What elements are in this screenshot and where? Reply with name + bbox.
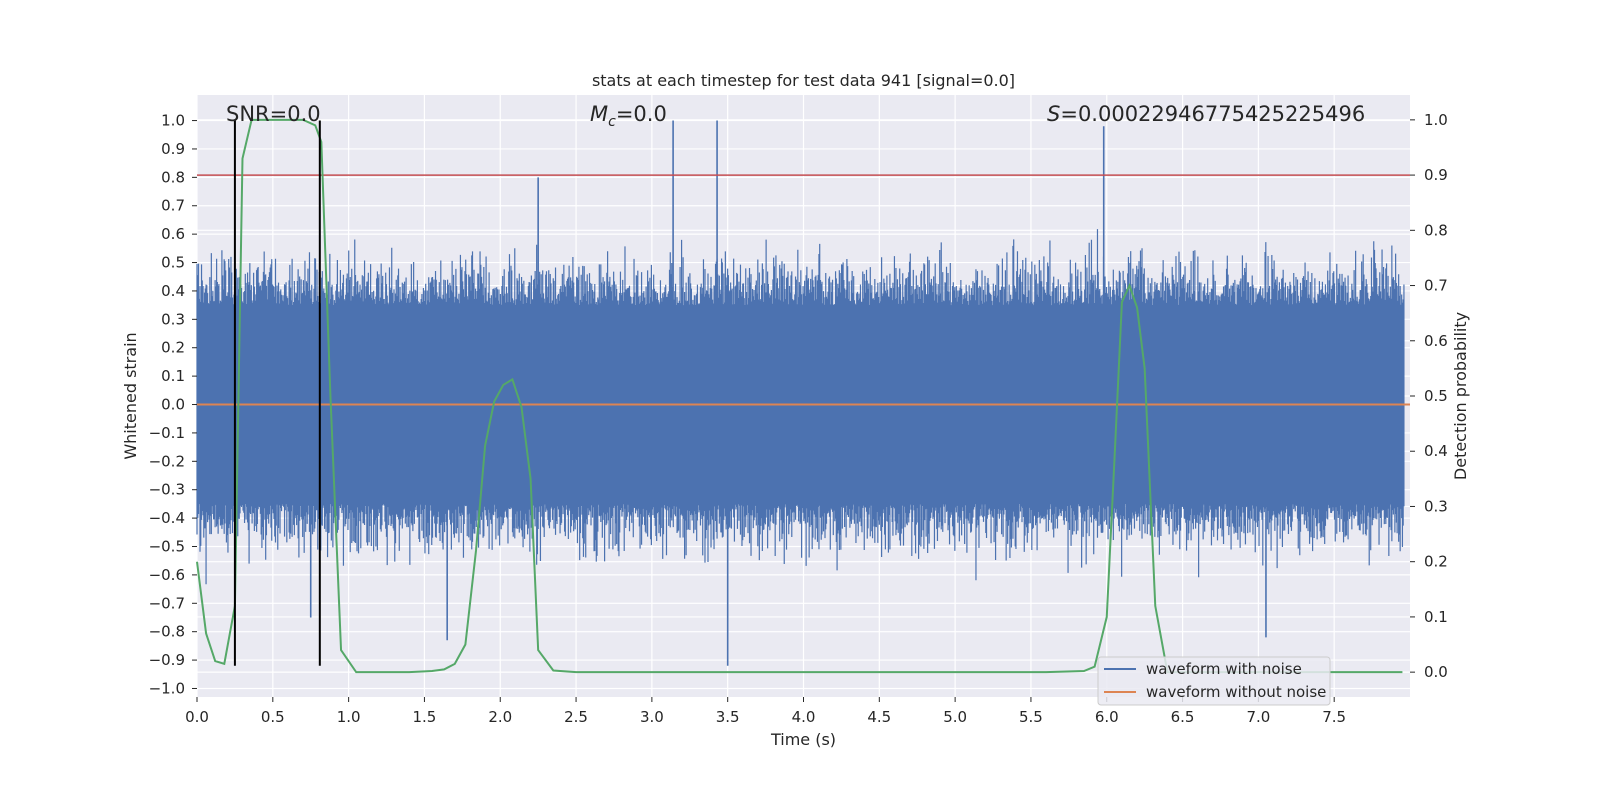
y-tick-label: 0.7 (161, 197, 185, 215)
y-right-tick-label: 0.7 (1424, 277, 1448, 295)
y-tick-label: −0.4 (149, 509, 185, 527)
x-tick-label: 0.0 (185, 708, 209, 726)
y-right-tick-label: 0.6 (1424, 332, 1448, 350)
y-right-tick-label: 0.3 (1424, 497, 1448, 515)
x-tick-label: 0.5 (261, 708, 285, 726)
x-tick-label: 4.5 (867, 708, 891, 726)
legend-label-noise: waveform with noise (1146, 660, 1302, 678)
y-tick-label: 1.0 (161, 112, 185, 130)
x-tick-label: 1.0 (337, 708, 361, 726)
y-axis-label: Whitened strain (121, 332, 140, 459)
x-tick-label: 1.5 (413, 708, 437, 726)
y-tick-label: −0.6 (149, 566, 185, 584)
y-tick-label: −0.5 (149, 538, 185, 556)
legend: waveform with noise waveform without noi… (1097, 656, 1331, 706)
y-tick-label: 0.2 (161, 339, 185, 357)
y-right-tick-label: 0.9 (1424, 166, 1448, 184)
y-tick-label: 0.4 (161, 282, 185, 300)
chart-title: stats at each timestep for test data 941… (592, 71, 1015, 90)
s-annotation: S=0.00022946775425225496 (1047, 102, 1365, 126)
y-tick-label: 0.5 (161, 254, 185, 272)
legend-label-clean: waveform without noise (1146, 683, 1326, 701)
x-tick-label: 3.0 (640, 708, 664, 726)
y-tick-label: −0.7 (149, 594, 185, 612)
y-tick-label: −1.0 (149, 679, 185, 697)
x-tick-label: 2.0 (488, 708, 512, 726)
y-tick-label: −0.3 (149, 481, 185, 499)
x-tick-label: 2.5 (564, 708, 588, 726)
noise-series (196, 120, 1405, 666)
y-tick-label: −0.9 (149, 651, 185, 669)
y-tick-label: −0.8 (149, 623, 185, 641)
x-tick-label: 3.5 (716, 708, 740, 726)
line-series (196, 118, 1410, 674)
y-axis-label-right: Detection probability (1451, 312, 1470, 480)
x-axis-label: Time (s) (770, 730, 836, 749)
y-right-tick-label: 0.1 (1424, 608, 1448, 626)
x-tick-label: 4.0 (792, 708, 816, 726)
y-right-tick-label: 0.4 (1424, 442, 1448, 460)
y-tick-label: −0.2 (149, 452, 185, 470)
mc-annotation: Mc=0.0 (590, 102, 667, 130)
x-tick-label: 6.5 (1171, 708, 1195, 726)
y-right-tick-label: 0.8 (1424, 221, 1448, 239)
y-tick-label: −0.1 (149, 424, 185, 442)
y-tick-label: 0.8 (161, 168, 185, 186)
y-tick-label: 0.1 (161, 367, 185, 385)
x-tick-label: 7.0 (1246, 708, 1270, 726)
y-tick-label: 0.9 (161, 140, 185, 158)
legend-box (1097, 656, 1331, 706)
y-right-tick-label: 0.2 (1424, 553, 1448, 571)
snr-annotation: SNR=0.0 (226, 102, 321, 126)
mc-subscript: c (608, 114, 616, 130)
x-tick-label: 6.0 (1095, 708, 1119, 726)
x-tick-label: 7.5 (1322, 708, 1346, 726)
y-tick-label: 0.6 (161, 225, 185, 243)
x-tick-label: 5.5 (1019, 708, 1043, 726)
y-tick-label: 0.0 (161, 396, 185, 414)
s-symbol: S (1047, 102, 1060, 126)
mc-symbol: M (590, 102, 608, 126)
detection-probability-line (196, 118, 1403, 674)
y-right-tick-label: 0.0 (1424, 663, 1448, 681)
y-right-tick-label: 1.0 (1424, 111, 1448, 129)
y-right-tick-label: 0.5 (1424, 387, 1448, 405)
ticks: 0.0 0.5 1.0 1.5 2.0 2.5 3.0 3.5 4.0 4.5 5.0 5.5 6.0 6… (149, 111, 1448, 726)
s-value: =0.00022946775425225496 (1060, 102, 1365, 126)
x-tick-label: 5.0 (943, 708, 967, 726)
y-tick-label: 0.3 (161, 310, 185, 328)
mc-value: =0.0 (616, 102, 667, 126)
